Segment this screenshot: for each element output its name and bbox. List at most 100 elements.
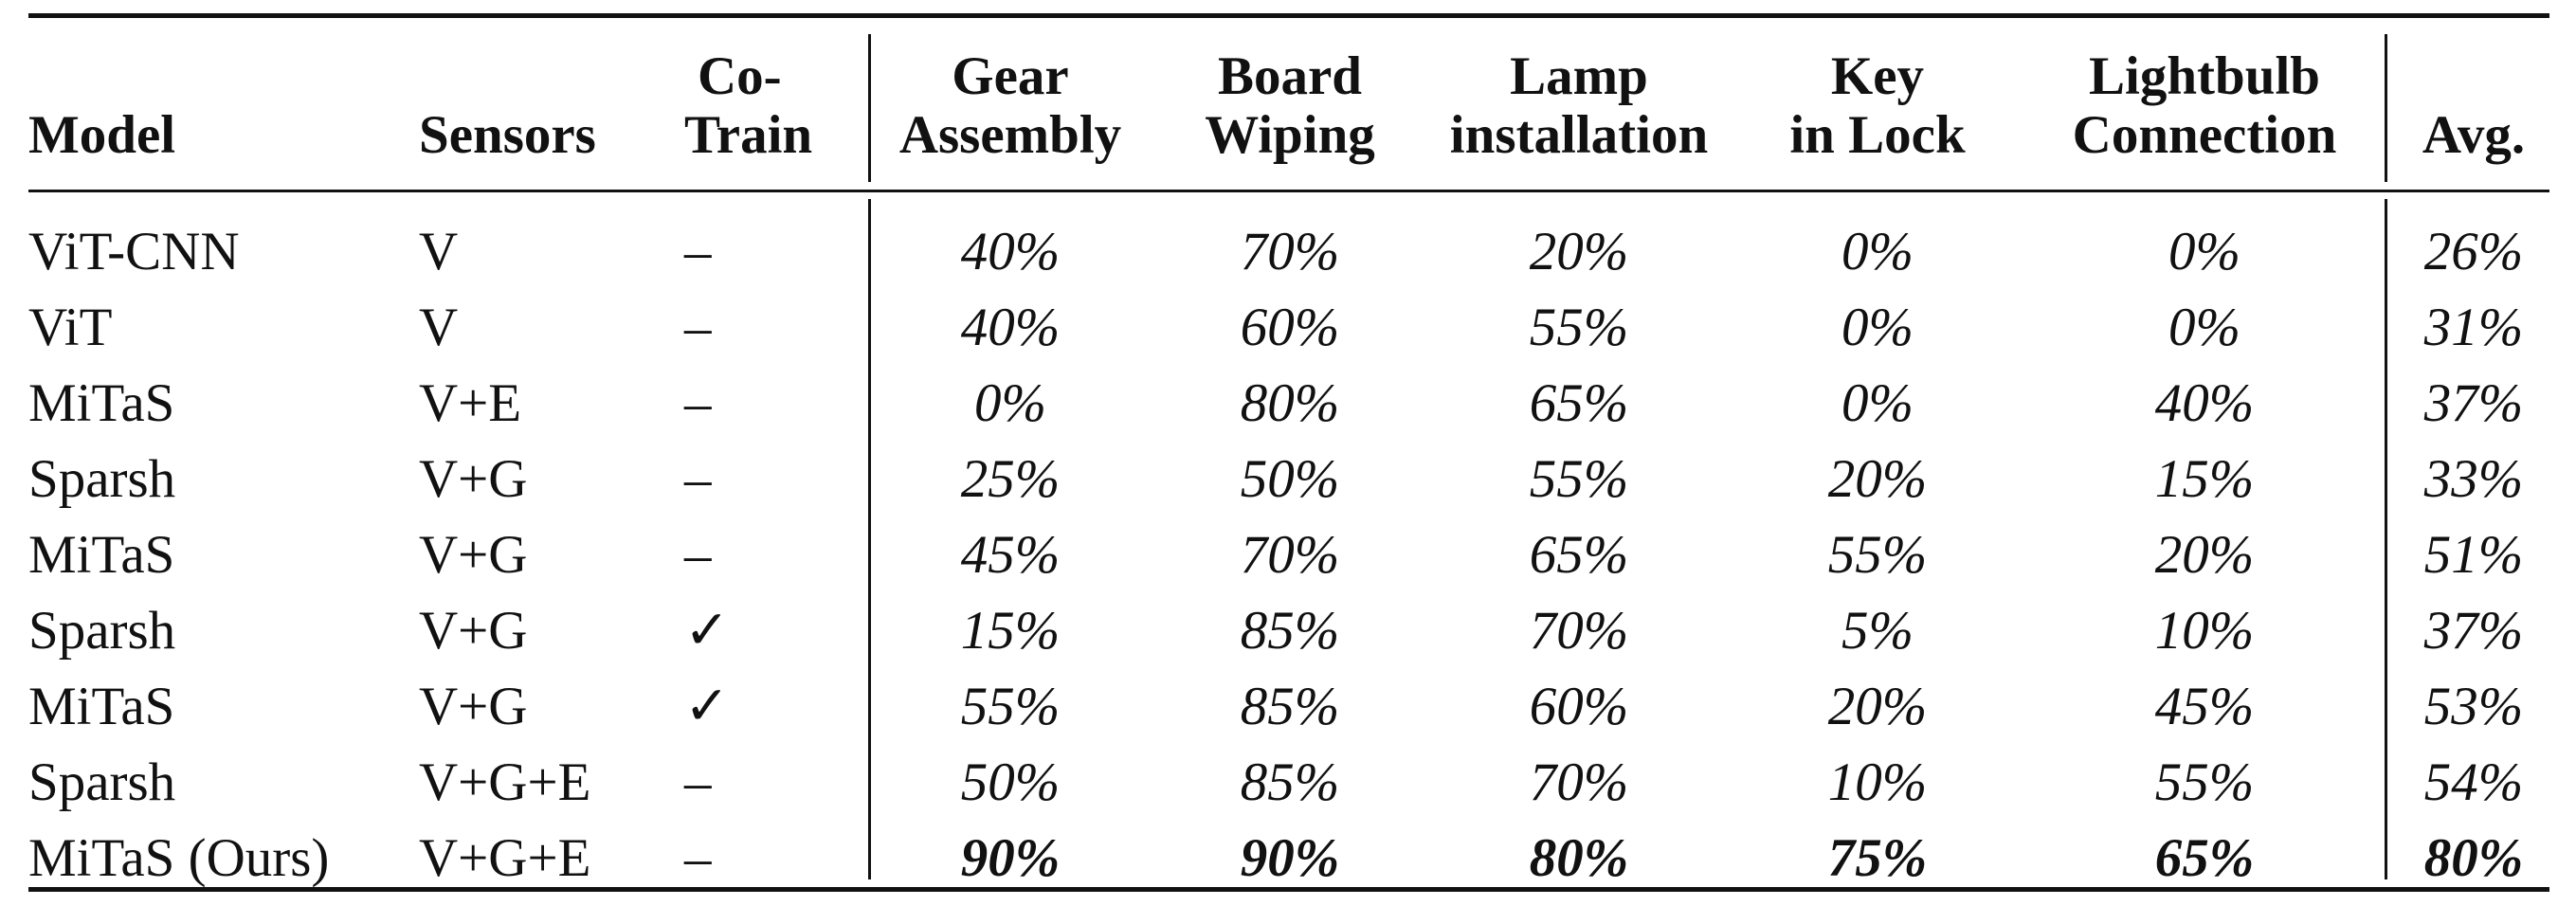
- cell-bulb: 0%: [2168, 298, 2240, 357]
- cell-gear: 40%: [960, 298, 1061, 357]
- cell-board: 60%: [1240, 298, 1340, 357]
- cell-lamp: 60%: [1529, 677, 1629, 736]
- table-row: MiTaS V+G – 45% 70% 65% 55% 20% 51%: [28, 517, 2549, 593]
- cell-cotrain: ✓: [684, 677, 730, 736]
- table-row-ours: MiTaS (Ours) V+G+E – 90% 90% 80% 75% 65%…: [28, 821, 2549, 897]
- header-divider-right: [2385, 34, 2387, 182]
- cell-avg-best: 80%: [2423, 828, 2524, 888]
- cell-bulb: 55%: [2154, 752, 2255, 812]
- bottom-rule: [28, 887, 2549, 892]
- results-table: Model Sensors Co- Train Gear Assembly Bo…: [28, 13, 2549, 897]
- cell-sensors: V+G: [419, 601, 528, 661]
- header-board-wiping: Board Wiping: [1205, 46, 1375, 165]
- cell-bulb-best: 65%: [2154, 828, 2255, 888]
- cell-sensors: V+G: [419, 677, 528, 736]
- header-rule: [28, 190, 2549, 192]
- cell-model: Sparsh: [28, 752, 176, 812]
- cell-cotrain: –: [684, 525, 712, 585]
- cell-avg: 54%: [2423, 752, 2524, 812]
- cell-board: 85%: [1240, 752, 1340, 812]
- cell-bulb: 0%: [2168, 222, 2240, 281]
- header-row: Model Sensors Co- Train Gear Assembly Bo…: [28, 13, 2549, 191]
- table-row: ViT V – 40% 60% 55% 0% 0% 31%: [28, 290, 2549, 366]
- cell-bulb: 15%: [2154, 449, 2255, 509]
- top-rule: [28, 13, 2549, 18]
- cell-lamp: 70%: [1529, 601, 1629, 661]
- cell-cotrain: –: [684, 298, 712, 357]
- cell-lamp: 20%: [1529, 222, 1629, 281]
- header-cotrain: Co- Train: [684, 46, 813, 165]
- cell-model: Sparsh: [28, 601, 176, 661]
- cell-sensors: V+G+E: [419, 752, 591, 812]
- table-row: MiTaS V+G ✓ 55% 85% 60% 20% 45% 53%: [28, 669, 2549, 745]
- cell-bulb: 10%: [2154, 601, 2255, 661]
- header-lightbulb-connection: Lightbulb Connection: [2072, 46, 2337, 165]
- cell-bulb: 20%: [2154, 525, 2255, 585]
- cell-key: 10%: [1827, 752, 1928, 812]
- cell-model: ViT: [28, 298, 113, 357]
- cell-model: MiTaS: [28, 373, 175, 433]
- cell-avg: 37%: [2423, 601, 2524, 661]
- body-divider-left: [868, 199, 871, 879]
- cell-bulb: 40%: [2154, 373, 2255, 433]
- cell-key: 20%: [1827, 449, 1928, 509]
- cell-cotrain: –: [684, 752, 712, 812]
- cell-cotrain: –: [684, 222, 712, 281]
- cell-board: 70%: [1240, 222, 1340, 281]
- cell-lamp: 65%: [1529, 525, 1629, 585]
- cell-key: 0%: [1841, 222, 1914, 281]
- cell-key: 20%: [1827, 677, 1928, 736]
- cell-gear: 45%: [960, 525, 1061, 585]
- cell-avg: 33%: [2423, 449, 2524, 509]
- cell-key-best: 75%: [1827, 828, 1928, 888]
- cell-gear: 50%: [960, 752, 1061, 812]
- cell-sensors: V+E: [419, 373, 522, 433]
- cell-cotrain: ✓: [684, 601, 730, 661]
- cell-sensors: V+G: [419, 525, 528, 585]
- cell-key: 0%: [1841, 373, 1914, 433]
- body-divider-right: [2385, 199, 2387, 879]
- cell-board: 50%: [1240, 449, 1340, 509]
- cell-board-best: 90%: [1240, 828, 1340, 888]
- cell-model: MiTaS (Ours): [28, 828, 330, 888]
- cell-sensors: V+G+E: [419, 828, 591, 888]
- cell-board: 70%: [1240, 525, 1340, 585]
- header-divider-left: [868, 34, 871, 182]
- cell-lamp: 55%: [1529, 298, 1629, 357]
- header-sensors: Sensors: [419, 105, 596, 165]
- cell-board: 85%: [1240, 677, 1340, 736]
- cell-avg: 31%: [2423, 298, 2524, 357]
- cell-sensors: V+G: [419, 449, 528, 509]
- cell-cotrain: –: [684, 373, 712, 433]
- cell-key: 5%: [1841, 601, 1914, 661]
- header-lamp-installation: Lamp installation: [1449, 46, 1709, 165]
- cell-avg: 51%: [2423, 525, 2524, 585]
- header-model: Model: [28, 105, 176, 165]
- cell-avg: 53%: [2423, 677, 2524, 736]
- cell-gear: 0%: [974, 373, 1046, 433]
- table-row: ViT-CNN V – 40% 70% 20% 0% 0% 26%: [28, 191, 2549, 290]
- cell-board: 80%: [1240, 373, 1340, 433]
- cell-cotrain: –: [684, 828, 712, 888]
- cell-avg: 37%: [2423, 373, 2524, 433]
- cell-gear: 40%: [960, 222, 1061, 281]
- table-row: Sparsh V+G ✓ 15% 85% 70% 5% 10% 37%: [28, 593, 2549, 669]
- cell-sensors: V: [419, 298, 459, 357]
- cell-lamp: 70%: [1529, 752, 1629, 812]
- cell-model: ViT-CNN: [28, 222, 240, 281]
- cell-gear: 25%: [960, 449, 1061, 509]
- header-avg: Avg.: [2422, 105, 2526, 165]
- cell-gear: 55%: [960, 677, 1061, 736]
- table-row: Sparsh V+G+E – 50% 85% 70% 10% 55% 54%: [28, 745, 2549, 821]
- results-table-container: Model Sensors Co- Train Gear Assembly Bo…: [28, 13, 2549, 895]
- cell-lamp-best: 80%: [1529, 828, 1629, 888]
- cell-lamp: 65%: [1529, 373, 1629, 433]
- header-key-in-lock: Key in Lock: [1789, 46, 1966, 165]
- cell-sensors: V: [419, 222, 459, 281]
- cell-model: MiTaS: [28, 677, 175, 736]
- cell-gear: 15%: [960, 601, 1061, 661]
- cell-cotrain: –: [684, 449, 712, 509]
- cell-key: 55%: [1827, 525, 1928, 585]
- cell-avg: 26%: [2423, 222, 2524, 281]
- header-gear-assembly: Gear Assembly: [898, 46, 1122, 165]
